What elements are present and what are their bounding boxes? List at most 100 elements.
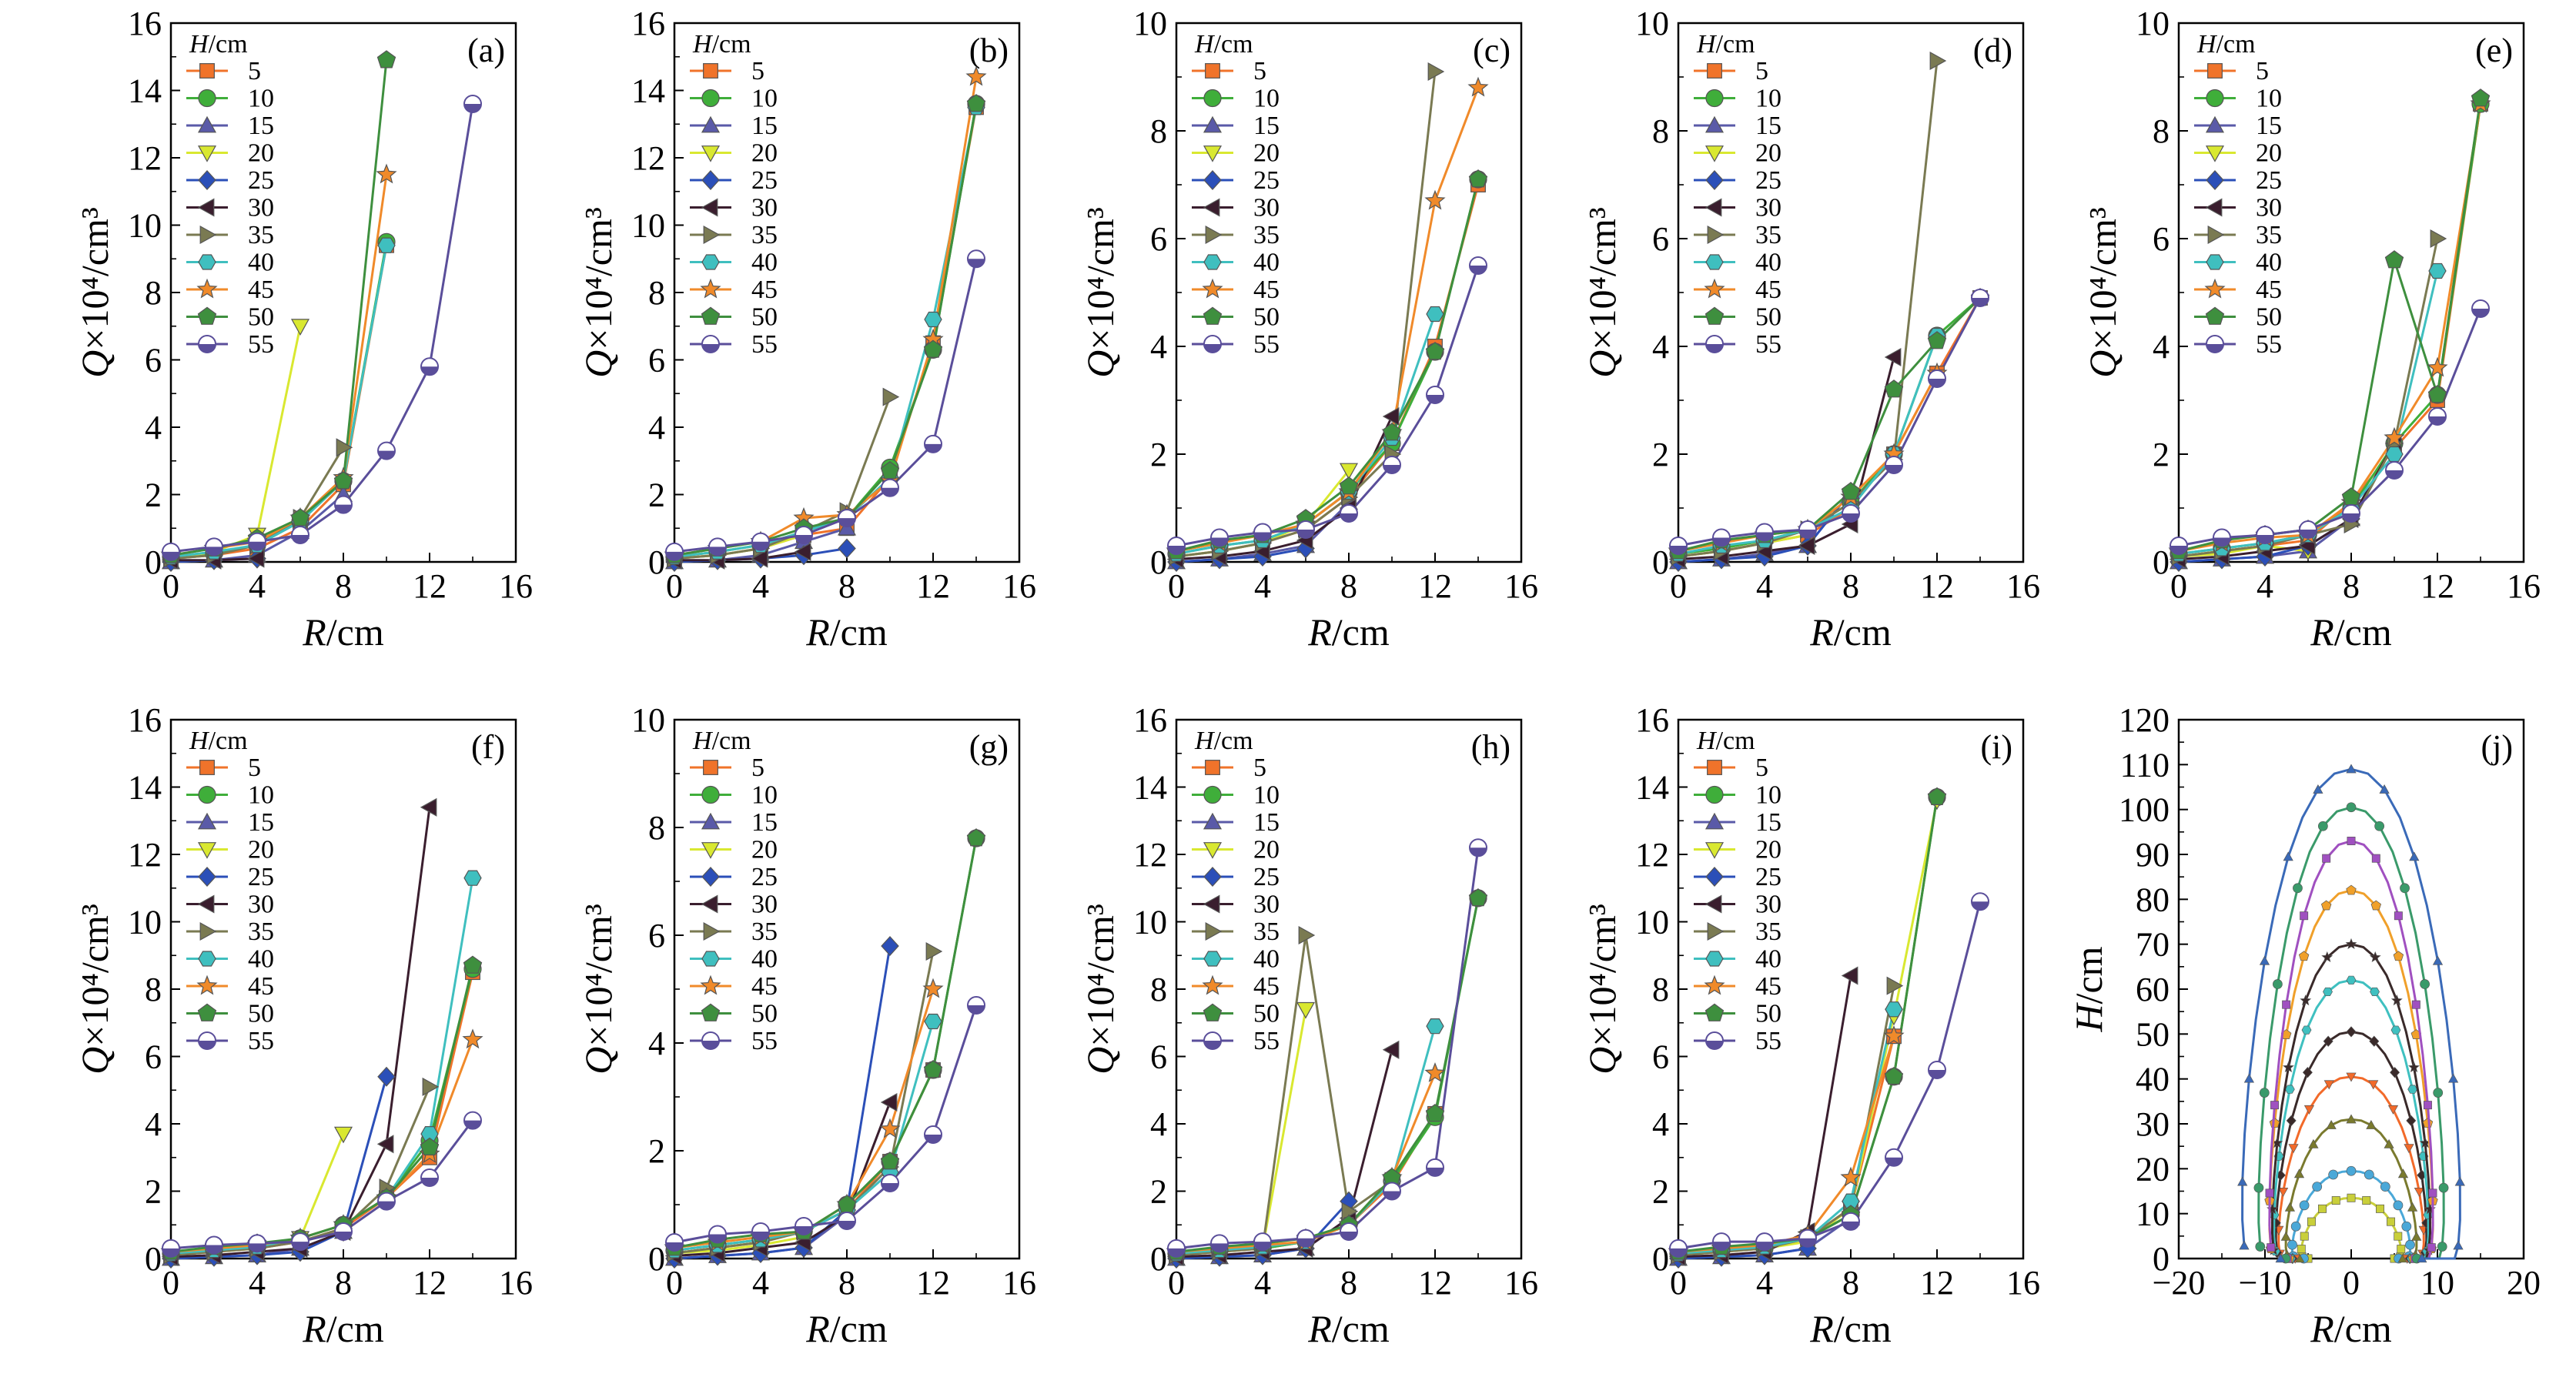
y-tick-label: 2: [1150, 436, 1167, 473]
legend-marker: [703, 225, 721, 245]
y-axis-symbol: Q: [73, 350, 116, 378]
legend-marker: [1705, 145, 1725, 162]
y-tick-label: 6: [648, 342, 665, 379]
contour-point-40: [2323, 1080, 2334, 1090]
x-axis-label: R/cm: [2310, 1307, 2392, 1350]
legend-item-h15: 15: [1192, 112, 1280, 140]
legend-item-h15: 15: [2194, 112, 2282, 140]
legend-item-h20: 20: [1694, 139, 1781, 168]
data-point-h35: [336, 438, 353, 457]
data-point-h20: [1296, 1001, 1316, 1019]
data-point-h50: [2427, 385, 2447, 403]
x-tick-label: 4: [1756, 1264, 1773, 1302]
y-axis-unit: ×10⁴/cm³: [1581, 207, 1624, 350]
legend-label: 10: [1253, 85, 1280, 113]
legend-item-h30: 30: [1694, 891, 1781, 919]
legend-marker: [1203, 115, 1223, 133]
legend-label: 5: [248, 754, 261, 782]
data-point-h50: [1884, 1066, 1904, 1085]
legend-item-h5: 5: [1694, 57, 1768, 85]
data-point-h55: [1383, 456, 1401, 474]
contour-point-19: [2312, 1182, 2323, 1192]
data-point-h55: [463, 95, 482, 113]
data-point-h55-fill: [709, 547, 726, 556]
data-point-h55-fill: [1756, 1242, 1773, 1251]
y-axis-symbol: H: [2067, 1002, 2110, 1033]
y-tick-label: 16: [1635, 701, 1669, 739]
legend-label: 50: [2256, 303, 2282, 332]
y-axis-unit: ×10⁴/cm³: [73, 904, 116, 1047]
legend-label: 55: [1755, 330, 1781, 359]
legend-label: 35: [751, 221, 778, 249]
legend-item-h50: 50: [690, 1000, 778, 1028]
series-line-h45: [674, 988, 935, 1249]
legend-label: 30: [2256, 194, 2282, 222]
contour-point-13: [2362, 1196, 2371, 1205]
legend-item-h40: 40: [690, 945, 778, 974]
contour-point-31: [2308, 1138, 2319, 1148]
legend-item-h15: 15: [1694, 112, 1781, 140]
data-point-h55-fill: [925, 1135, 942, 1143]
contour-point-109: [2243, 1073, 2255, 1083]
data-point-h55: [162, 1239, 180, 1258]
legend-item-h20: 20: [690, 139, 778, 168]
series-line-h30: [1678, 356, 1895, 560]
legend-marker: [1203, 170, 1222, 190]
data-point-h55-fill: [1972, 298, 1989, 306]
x-tick-label: 12: [2420, 567, 2454, 605]
x-tick-label: 0: [666, 1264, 683, 1302]
y-tick-label: 14: [1133, 769, 1167, 807]
legend-title-symbol: H: [1194, 30, 1216, 59]
legend-label: 55: [751, 330, 778, 359]
y-tick-label: 4: [648, 1025, 665, 1062]
y-tick-label: 6: [1652, 220, 1669, 258]
legend-item-h25: 25: [1192, 166, 1280, 195]
legend-marker: [700, 975, 721, 995]
y-tick-label: 4: [1652, 328, 1669, 366]
legend-marker: [1707, 63, 1722, 79]
series-line-h20: [170, 326, 302, 560]
legend-marker: [2206, 254, 2224, 270]
legend-marker-fill: [1204, 344, 1221, 353]
data-point-h55: [881, 1174, 899, 1192]
y-tick-label: 20: [2136, 1150, 2170, 1188]
contour-point-100: [2273, 979, 2283, 989]
legend-marker: [2205, 115, 2225, 133]
legend-item-h50: 50: [1192, 1000, 1280, 1028]
legend-item-h20: 20: [186, 836, 274, 864]
legend-title-symbol: H: [692, 30, 714, 59]
series-line-h40: [1176, 1025, 1437, 1255]
legend-item-h25: 25: [186, 863, 274, 891]
data-point-h55-fill: [206, 547, 222, 556]
data-point-h55: [708, 1225, 727, 1244]
legend-marker: [700, 278, 721, 299]
x-tick-label: 12: [1920, 1264, 1954, 1302]
data-point-h55-fill: [666, 551, 683, 560]
contour-point-100: [2420, 979, 2430, 989]
y-tick-label: 4: [648, 409, 665, 446]
data-point-h55-fill: [162, 1248, 179, 1257]
legend-marker: [703, 63, 718, 79]
x-tick-label: 8: [1340, 1264, 1357, 1302]
legend-label: 40: [1755, 945, 1781, 974]
legend-label: 40: [248, 945, 274, 974]
legend-label: 45: [751, 276, 778, 304]
legend-marker: [1705, 867, 1724, 887]
y-tick-label: 2: [145, 476, 162, 514]
data-point-h55-fill: [1470, 266, 1487, 274]
contour-point-62: [2370, 987, 2380, 997]
legend-title-unit: /cm: [2216, 30, 2256, 59]
y-tick-label: 14: [128, 769, 162, 807]
x-tick-label: 4: [249, 1264, 266, 1302]
contour-point-93: [2428, 1188, 2437, 1198]
data-point-h55: [924, 434, 942, 453]
y-tick-label: 8: [2153, 112, 2170, 150]
legend-marker: [701, 335, 720, 353]
legend-label: 30: [1755, 194, 1781, 222]
contour-point-82: [2320, 900, 2332, 911]
contour-point-100: [2400, 883, 2410, 894]
y-tick-label: 0: [1150, 543, 1167, 581]
data-point-h55-fill: [421, 1178, 438, 1186]
legend-marker: [1203, 1031, 1222, 1050]
legend-marker-fill: [1706, 344, 1723, 353]
